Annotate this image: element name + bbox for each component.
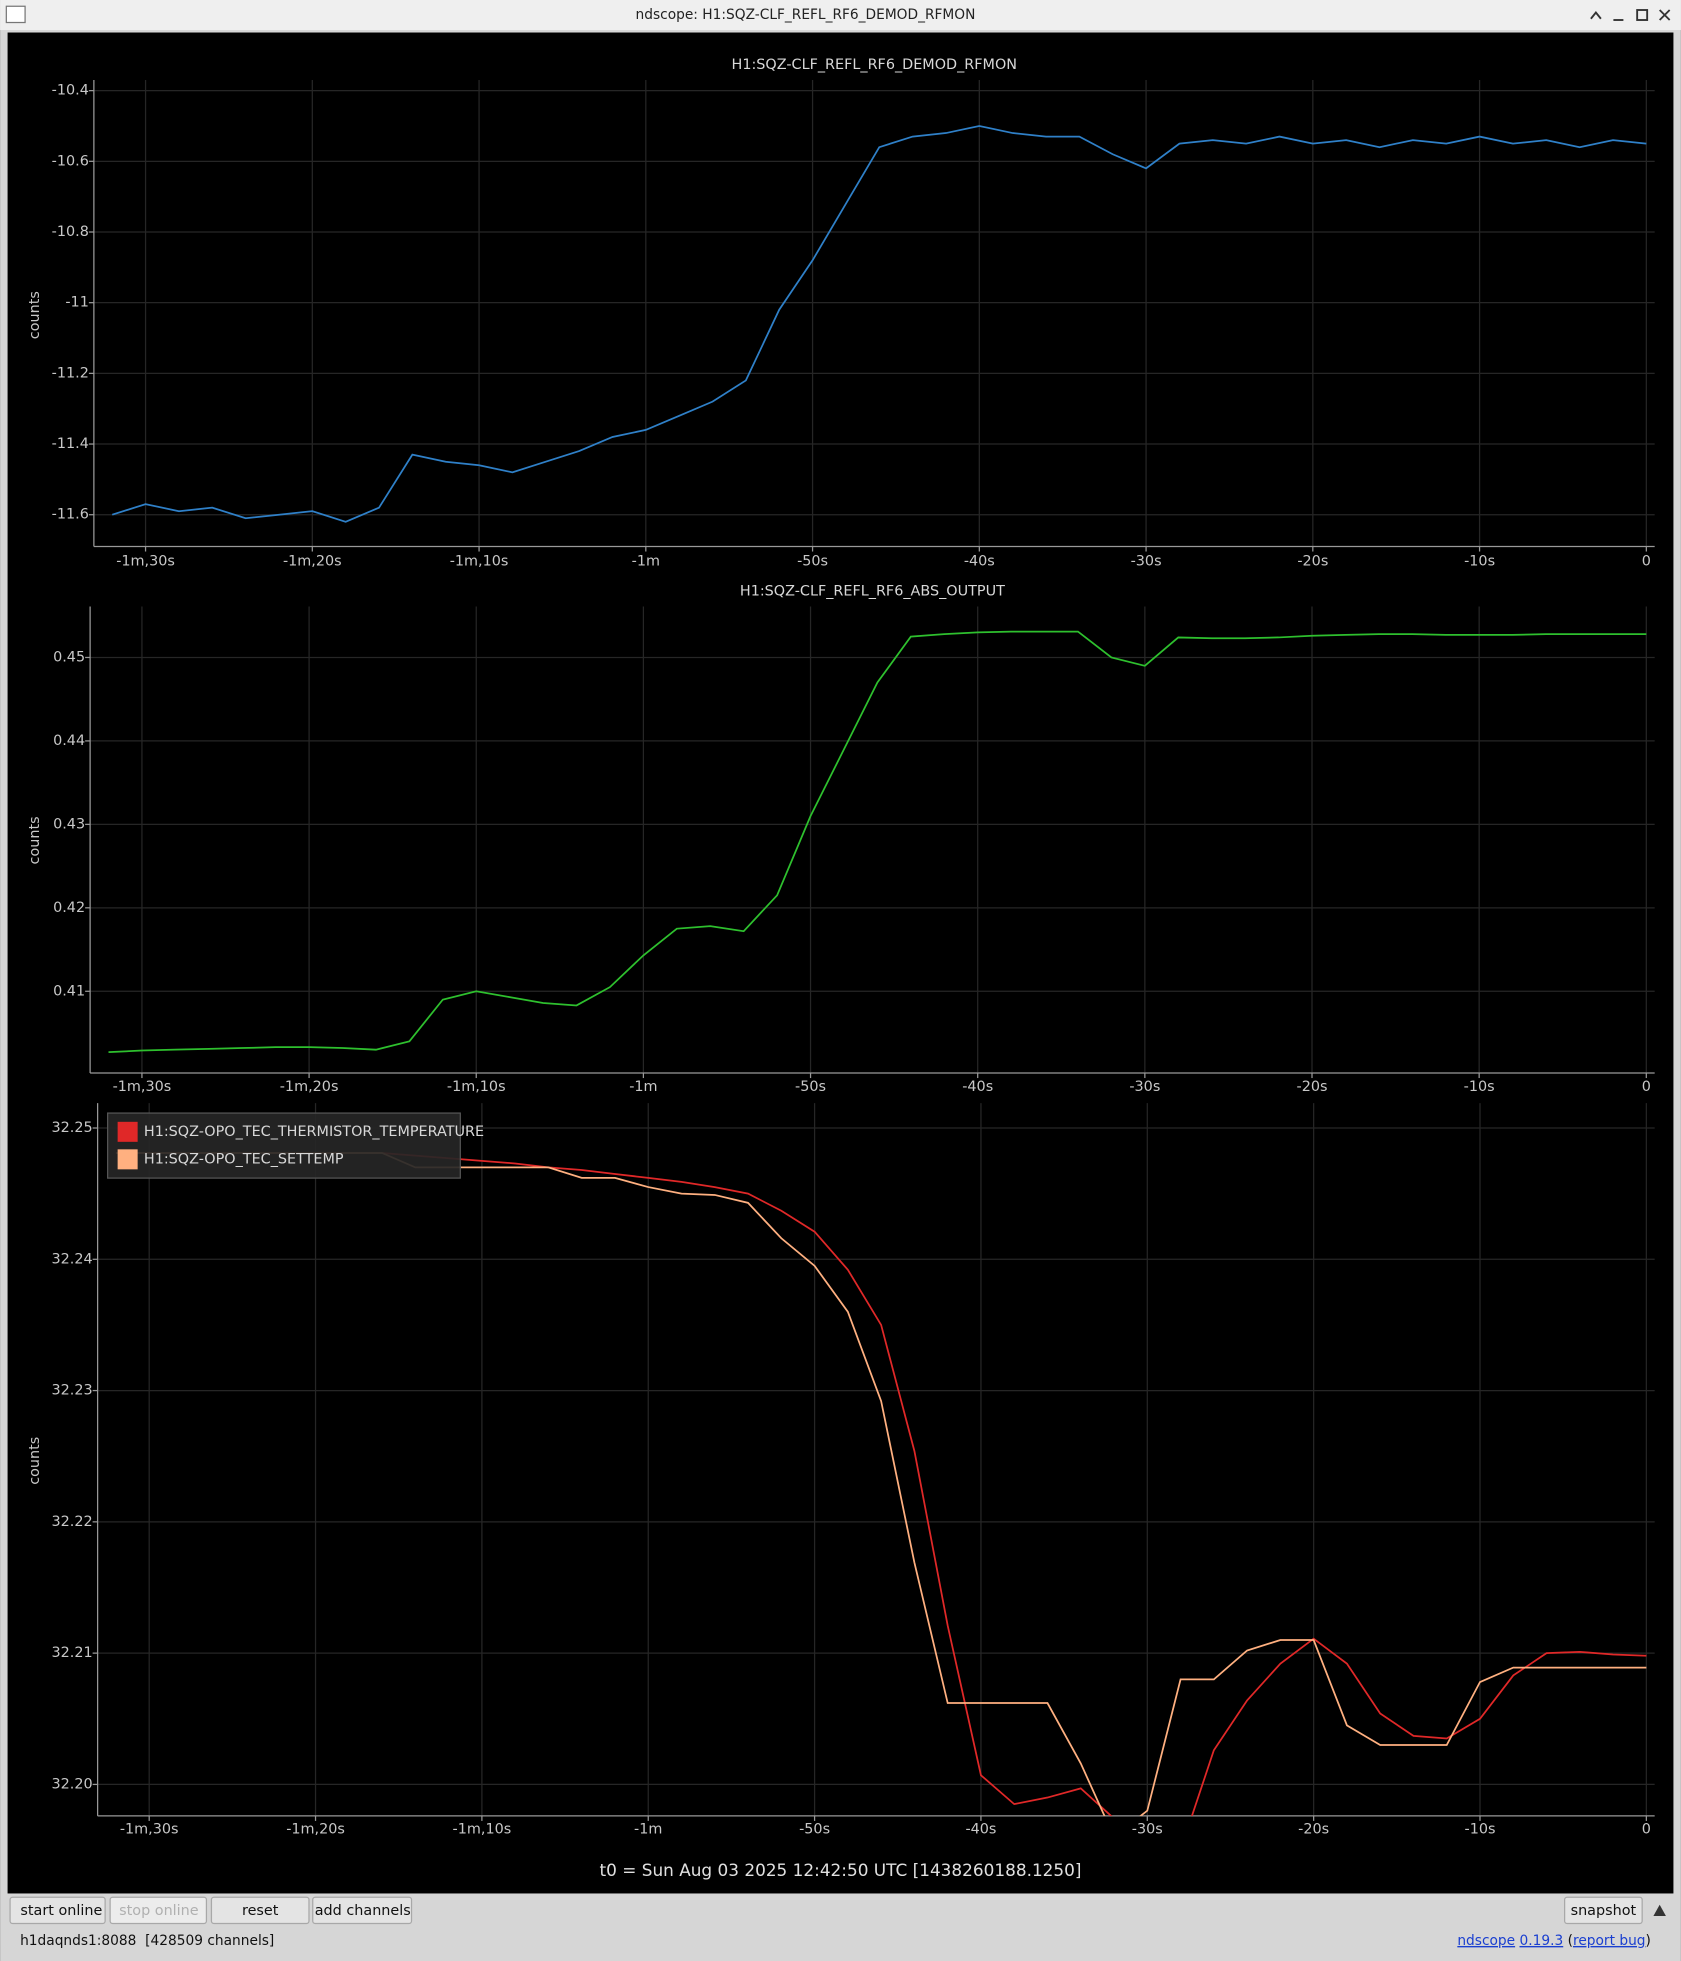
- x-tick-label: -20s: [1297, 1079, 1328, 1095]
- snapshot-button[interactable]: [1563, 1896, 1643, 1925]
- x-tick-label: -1m,20s: [283, 554, 342, 570]
- legend-label: H1:SQZ-OPO_TEC_THERMISTOR_TEMPERATURE: [144, 1124, 484, 1140]
- x-tick-label: -1m: [634, 1822, 662, 1838]
- x-tick-label: -1m: [629, 1079, 657, 1095]
- series-line: [108, 630, 1647, 1054]
- y-tick-label: -10.8: [52, 224, 89, 240]
- t0-label: t0 = Sun Aug 03 2025 12:42:50 UTC [14382…: [600, 1860, 1082, 1880]
- legend-swatch: [117, 1121, 138, 1142]
- window-title: ndscope: H1:SQZ-CLF_REFL_RF6_DEMOD_RFMON: [636, 7, 976, 23]
- ndscope-link[interactable]: ndscope: [1457, 1933, 1515, 1949]
- series-group: [111, 125, 1647, 523]
- x-tick-label: -1m,30s: [120, 1822, 179, 1838]
- legend-label: H1:SQZ-OPO_TEC_SETTEMP: [144, 1151, 344, 1167]
- start-online-label: start online: [20, 1903, 102, 1919]
- x-tick-label: -1m: [632, 554, 660, 570]
- x-tick-label: 0: [1642, 1822, 1651, 1838]
- plot-area: [7, 32, 1674, 1894]
- y-tick-label: 32.20: [51, 1776, 92, 1792]
- close-button[interactable]: [1659, 9, 1671, 21]
- report-bug-link[interactable]: report bug: [1573, 1933, 1646, 1949]
- y-tick-label: 0.44: [53, 733, 85, 749]
- x-tick-label: -10s: [1465, 1822, 1496, 1838]
- app-icon: [5, 5, 26, 24]
- x-tick-label: 0: [1642, 1079, 1651, 1095]
- x-tick-label: -50s: [799, 1822, 830, 1838]
- y-tick-label: 0.45: [53, 649, 85, 665]
- stop-online-label: stop online: [119, 1903, 199, 1919]
- start-online-button[interactable]: [9, 1896, 106, 1925]
- y-axis-label: counts: [27, 1437, 43, 1485]
- y-tick-label: 32.23: [51, 1383, 92, 1399]
- reset-label: reset: [242, 1903, 279, 1919]
- x-tick-label: -1m,10s: [453, 1822, 512, 1838]
- x-tick-label: -1m,30s: [116, 554, 175, 570]
- server-status: h1daqnds1:8088 [428509 channels]: [20, 1933, 274, 1949]
- y-tick-label: -10.6: [52, 153, 89, 169]
- y-tick-label: -11: [65, 295, 88, 311]
- snapshot-label: snapshot: [1571, 1903, 1637, 1919]
- x-tick-label: -20s: [1297, 554, 1328, 570]
- x-tick-label: -20s: [1298, 1822, 1329, 1838]
- legend-box: [107, 1112, 461, 1179]
- version-links: ndscope 0.19.3 (report bug): [1457, 1933, 1651, 1949]
- chart-title: H1:SQZ-CLF_REFL_RF6_ABS_OUTPUT: [740, 584, 1005, 600]
- toolbar: start online stop online reset add chann…: [9, 1896, 1666, 1925]
- chart-title: H1:SQZ-CLF_REFL_RF6_DEMOD_RFMON: [732, 57, 1017, 73]
- y-tick-label: 32.25: [51, 1120, 92, 1136]
- y-tick-label: -11.2: [52, 365, 89, 381]
- legend-swatch: [117, 1149, 138, 1170]
- y-tick-label: -10.4: [52, 83, 89, 99]
- x-tick-label: -1m,10s: [447, 1079, 506, 1095]
- title-bar: [0, 0, 1681, 31]
- x-tick-label: -50s: [795, 1079, 826, 1095]
- y-axis-label: counts: [27, 291, 43, 339]
- add-channels-button[interactable]: [312, 1896, 413, 1925]
- shade-button[interactable]: [1590, 11, 1602, 20]
- x-tick-label: -10s: [1464, 1079, 1495, 1095]
- x-tick-label: -1m,30s: [113, 1079, 172, 1095]
- x-tick-label: -30s: [1131, 554, 1162, 570]
- x-tick-label: -40s: [964, 554, 995, 570]
- x-tick-label: -40s: [965, 1822, 996, 1838]
- series-line: [111, 125, 1647, 523]
- x-tick-label: -40s: [962, 1079, 993, 1095]
- menu-arrow[interactable]: [1653, 1904, 1666, 1916]
- maximize-button[interactable]: [1636, 9, 1649, 21]
- x-tick-label: 0: [1642, 554, 1651, 570]
- y-tick-label: -11.4: [52, 436, 89, 452]
- reset-button[interactable]: [210, 1896, 310, 1925]
- x-tick-label: -1m,10s: [450, 554, 509, 570]
- y-tick-label: 32.24: [51, 1251, 92, 1267]
- paren: ): [1646, 1933, 1651, 1949]
- version-link[interactable]: 0.19.3: [1520, 1933, 1564, 1949]
- series-group: [108, 630, 1647, 1054]
- y-tick-label: 0.42: [53, 900, 85, 916]
- paren: (: [1568, 1933, 1573, 1949]
- x-tick-label: -50s: [797, 554, 828, 570]
- y-tick-label: -11.6: [52, 507, 89, 523]
- x-tick-label: -1m,20s: [280, 1079, 339, 1095]
- y-tick-label: 32.21: [51, 1645, 92, 1661]
- x-tick-label: -1m,20s: [286, 1822, 345, 1838]
- y-tick-label: 0.43: [53, 816, 85, 832]
- x-tick-label: -10s: [1464, 554, 1495, 570]
- x-tick-label: -30s: [1132, 1822, 1163, 1838]
- y-tick-label: 32.22: [51, 1514, 92, 1530]
- stop-online-button[interactable]: [109, 1896, 208, 1925]
- y-tick-label: 0.41: [53, 983, 85, 999]
- y-axis-label: counts: [27, 816, 43, 864]
- x-tick-label: -30s: [1129, 1079, 1160, 1095]
- add-channels-label: add channels: [315, 1903, 411, 1919]
